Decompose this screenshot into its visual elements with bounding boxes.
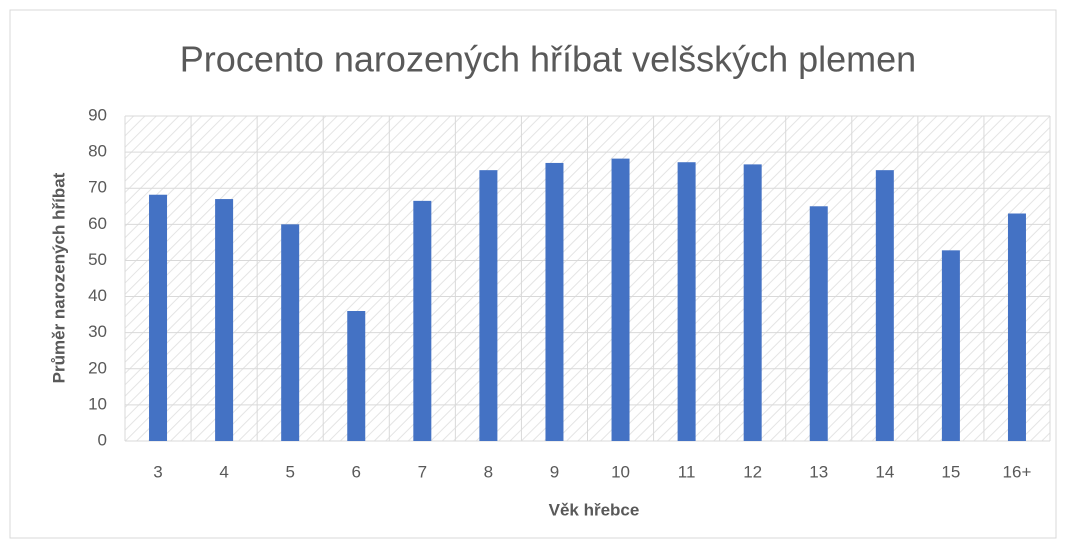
- x-tick-label: 4: [219, 462, 228, 481]
- bar: [677, 162, 696, 441]
- bar: [809, 206, 828, 441]
- y-tick-label: 30: [88, 322, 107, 341]
- bar: [545, 162, 564, 441]
- y-tick-label: 80: [88, 142, 107, 161]
- bar: [413, 200, 432, 441]
- x-tick-label: 14: [875, 462, 894, 481]
- chart-title: Procento narozených hříbat velšských ple…: [180, 39, 916, 80]
- x-tick-label: 8: [484, 462, 493, 481]
- x-tick-label: 3: [153, 462, 162, 481]
- bar: [875, 170, 894, 441]
- y-tick-label: 90: [88, 105, 107, 124]
- bar: [281, 224, 300, 441]
- bar: [743, 164, 762, 441]
- y-tick-label: 60: [88, 214, 107, 233]
- x-tick-label: 7: [418, 462, 427, 481]
- x-tick-label: 6: [352, 462, 361, 481]
- y-axis-label: Průměr narozených hříbat: [49, 172, 68, 383]
- x-tick-label: 16+: [1003, 462, 1032, 481]
- y-tick-label: 50: [88, 250, 107, 269]
- x-tick-label: 12: [743, 462, 762, 481]
- bar: [149, 194, 168, 441]
- x-axis-label: Věk hřebce: [549, 500, 640, 519]
- bar: [611, 158, 630, 441]
- bar: [347, 311, 366, 441]
- bar: [479, 170, 498, 441]
- bar: [941, 250, 960, 441]
- y-tick-label: 40: [88, 286, 107, 305]
- bar: [215, 199, 234, 441]
- y-tick-label: 70: [88, 178, 107, 197]
- y-tick-label: 0: [98, 430, 107, 449]
- x-tick-label: 10: [611, 462, 630, 481]
- y-tick-label: 20: [88, 358, 107, 377]
- x-tick-label: 5: [285, 462, 294, 481]
- x-tick-label: 15: [941, 462, 960, 481]
- y-tick-label: 10: [88, 394, 107, 413]
- bar: [1007, 213, 1026, 441]
- x-tick-label: 13: [809, 462, 828, 481]
- x-tick-label: 9: [550, 462, 559, 481]
- x-tick-label: 11: [678, 462, 696, 481]
